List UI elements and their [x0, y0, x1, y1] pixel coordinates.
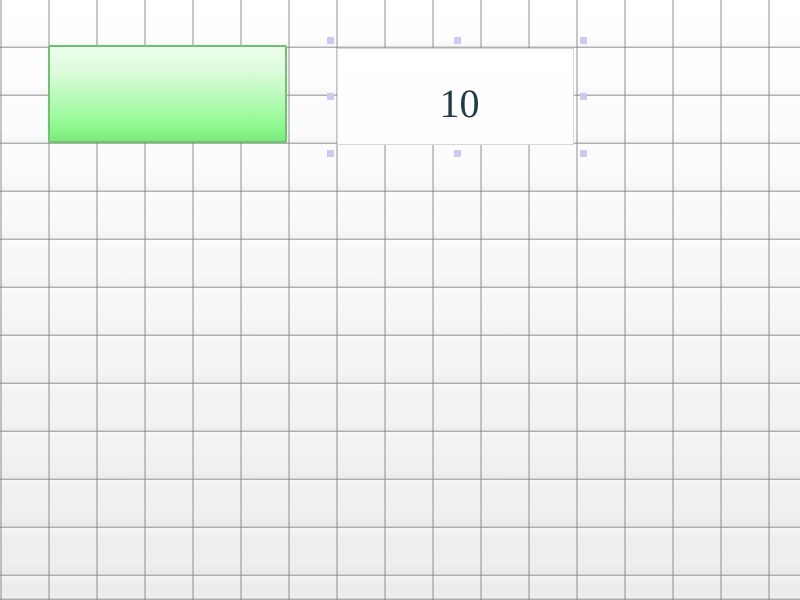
green-rectangle-shape[interactable]	[48, 45, 287, 143]
selection-handle-middle-right[interactable]	[580, 93, 587, 100]
selection-handle-bottom-right[interactable]	[580, 150, 587, 157]
selection-handle-bottom-left[interactable]	[327, 150, 334, 157]
selection-handle-top-right[interactable]	[580, 37, 587, 44]
selected-text-box[interactable]: 10	[337, 48, 574, 145]
selection-handle-top-center[interactable]	[454, 37, 461, 44]
text-box-value: 10	[439, 80, 480, 126]
selection-handle-middle-left[interactable]	[327, 93, 334, 100]
selection-handle-bottom-center[interactable]	[454, 150, 461, 157]
selection-handle-top-left[interactable]	[327, 37, 334, 44]
